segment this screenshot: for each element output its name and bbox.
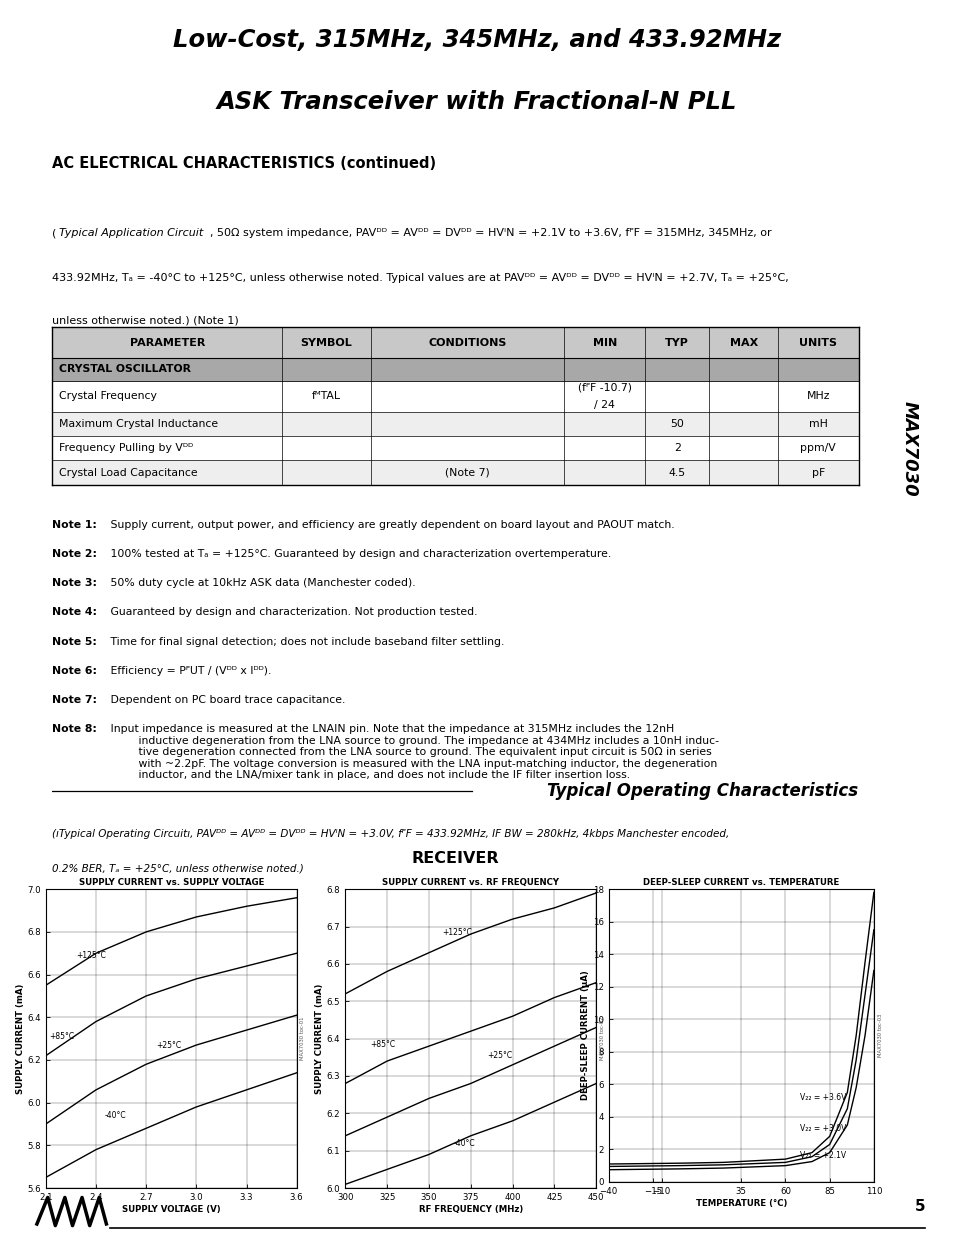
Text: 100% tested at Tₐ = +125°C. Guaranteed by design and characterization overtemper: 100% tested at Tₐ = +125°C. Guaranteed b… bbox=[107, 550, 611, 559]
Text: Frequency Pulling by Vᴰᴰ: Frequency Pulling by Vᴰᴰ bbox=[59, 443, 193, 453]
Text: 4.5: 4.5 bbox=[668, 468, 685, 478]
Text: CRYSTAL OSCILLATOR: CRYSTAL OSCILLATOR bbox=[59, 364, 191, 374]
Text: Input impedance is measured at the LNAIN pin. Note that the impedance at 315MHz : Input impedance is measured at the LNAIN… bbox=[107, 724, 719, 781]
Title: SUPPLY CURRENT vs. RF FREQUENCY: SUPPLY CURRENT vs. RF FREQUENCY bbox=[382, 878, 558, 887]
Y-axis label: DEEP-SLEEP CURRENT (μA): DEEP-SLEEP CURRENT (μA) bbox=[580, 971, 589, 1100]
Title: DEEP-SLEEP CURRENT vs. TEMPERATURE: DEEP-SLEEP CURRENT vs. TEMPERATURE bbox=[642, 878, 839, 887]
Bar bbox=[52, 327, 858, 358]
Text: Note 8:: Note 8: bbox=[52, 724, 97, 734]
Text: PARAMETER: PARAMETER bbox=[130, 337, 205, 347]
Text: , 50Ω system impedance, PAVᴰᴰ = AVᴰᴰ = DVᴰᴰ = HVᴵN = +2.1V to +3.6V, fᴾF = 315MH: , 50Ω system impedance, PAVᴰᴰ = AVᴰᴰ = D… bbox=[210, 228, 770, 238]
Bar bbox=[52, 411, 858, 436]
Text: CONDITIONS: CONDITIONS bbox=[428, 337, 506, 347]
Text: 2: 2 bbox=[673, 443, 679, 453]
Text: / 24: / 24 bbox=[594, 400, 615, 410]
Text: MAX7030 toc-02: MAX7030 toc-02 bbox=[599, 1016, 604, 1061]
Text: Note 1:: Note 1: bbox=[52, 520, 97, 530]
Text: Maximum Crystal Inductance: Maximum Crystal Inductance bbox=[59, 419, 218, 429]
Text: MAX7030 toc-01: MAX7030 toc-01 bbox=[300, 1016, 305, 1061]
Text: Note 3:: Note 3: bbox=[52, 578, 97, 588]
Text: 50: 50 bbox=[670, 419, 683, 429]
Text: Dependent on PC board trace capacitance.: Dependent on PC board trace capacitance. bbox=[107, 695, 345, 705]
Text: V₂₂ = +2.1V: V₂₂ = +2.1V bbox=[799, 1151, 845, 1160]
Text: Note 7:: Note 7: bbox=[52, 695, 97, 705]
Text: +25°C: +25°C bbox=[487, 1051, 512, 1060]
Text: MAX: MAX bbox=[729, 337, 757, 347]
X-axis label: RF FREQUENCY (MHz): RF FREQUENCY (MHz) bbox=[418, 1204, 522, 1214]
Text: (Note 7): (Note 7) bbox=[445, 468, 490, 478]
Text: Typical Operating Characteristics: Typical Operating Characteristics bbox=[547, 782, 858, 800]
Y-axis label: SUPPLY CURRENT (mA): SUPPLY CURRENT (mA) bbox=[314, 983, 324, 1094]
Text: Typical Application Circuit: Typical Application Circuit bbox=[59, 228, 203, 238]
Text: Crystal Frequency: Crystal Frequency bbox=[59, 391, 156, 401]
Text: +125°C: +125°C bbox=[76, 951, 106, 960]
Text: Low-Cost, 315MHz, 345MHz, and 433.92MHz: Low-Cost, 315MHz, 345MHz, and 433.92MHz bbox=[172, 27, 781, 52]
Text: pF: pF bbox=[811, 468, 824, 478]
Text: +85°C: +85°C bbox=[370, 1040, 395, 1049]
Text: V₂₂ = +3.0V: V₂₂ = +3.0V bbox=[799, 1124, 845, 1132]
Text: Note 5:: Note 5: bbox=[52, 636, 97, 646]
Title: SUPPLY CURRENT vs. SUPPLY VOLTAGE: SUPPLY CURRENT vs. SUPPLY VOLTAGE bbox=[78, 878, 264, 887]
Text: 50% duty cycle at 10kHz ASK data (Manchester coded).: 50% duty cycle at 10kHz ASK data (Manche… bbox=[107, 578, 416, 588]
Text: RECEIVER: RECEIVER bbox=[412, 851, 498, 866]
Text: 5: 5 bbox=[914, 1199, 924, 1214]
Bar bbox=[52, 461, 858, 485]
Text: Time for final signal detection; does not include baseband filter settling.: Time for final signal detection; does no… bbox=[107, 636, 504, 646]
Text: ppm/V: ppm/V bbox=[800, 443, 835, 453]
Text: V₂₂ = +3.6V: V₂₂ = +3.6V bbox=[799, 1093, 845, 1102]
Text: 0.2% BER, Tₐ = +25°C, unless otherwise noted.): 0.2% BER, Tₐ = +25°C, unless otherwise n… bbox=[52, 863, 304, 873]
Bar bbox=[52, 358, 858, 380]
Text: (ıTypical Operating Circuitı, PAVᴰᴰ = AVᴰᴰ = DVᴰᴰ = HVᴵN = +3.0V, fᴾF = 433.92MH: (ıTypical Operating Circuitı, PAVᴰᴰ = AV… bbox=[52, 830, 729, 840]
Text: SYMBOL: SYMBOL bbox=[300, 337, 352, 347]
Text: Note 4:: Note 4: bbox=[52, 608, 97, 618]
Text: MAX7030: MAX7030 bbox=[900, 401, 917, 496]
Text: ASK Transceiver with Fractional-N PLL: ASK Transceiver with Fractional-N PLL bbox=[216, 90, 737, 115]
Text: (: ( bbox=[52, 228, 57, 238]
X-axis label: TEMPERATURE (°C): TEMPERATURE (°C) bbox=[695, 1198, 786, 1208]
Text: mH: mH bbox=[808, 419, 827, 429]
Text: +25°C: +25°C bbox=[156, 1041, 181, 1050]
Text: -40°C: -40°C bbox=[454, 1139, 476, 1147]
Text: UNITS: UNITS bbox=[799, 337, 837, 347]
Text: 433.92MHz, Tₐ = -40°C to +125°C, unless otherwise noted. Typical values are at P: 433.92MHz, Tₐ = -40°C to +125°C, unless … bbox=[52, 273, 788, 283]
Text: AC ELECTRICAL CHARACTERISTICS (continued): AC ELECTRICAL CHARACTERISTICS (continued… bbox=[52, 156, 436, 170]
Text: MHz: MHz bbox=[805, 391, 829, 401]
Text: Note 2:: Note 2: bbox=[52, 550, 97, 559]
Text: unless otherwise noted.) (Note 1): unless otherwise noted.) (Note 1) bbox=[52, 315, 239, 325]
Text: (fᴾF -10.7): (fᴾF -10.7) bbox=[578, 383, 631, 393]
Text: Guaranteed by design and characterization. Not production tested.: Guaranteed by design and characterizatio… bbox=[107, 608, 477, 618]
X-axis label: SUPPLY VOLTAGE (V): SUPPLY VOLTAGE (V) bbox=[122, 1204, 220, 1214]
Text: Note 6:: Note 6: bbox=[52, 666, 97, 676]
Text: -40°C: -40°C bbox=[104, 1112, 126, 1120]
Text: MAX7030 toc-03: MAX7030 toc-03 bbox=[877, 1014, 882, 1057]
Text: Supply current, output power, and efficiency are greatly dependent on board layo: Supply current, output power, and effici… bbox=[107, 520, 674, 530]
Text: +125°C: +125°C bbox=[442, 927, 472, 936]
Text: +85°C: +85°C bbox=[50, 1032, 74, 1041]
Text: Efficiency = PᴾUT / (Vᴰᴰ x Iᴰᴰ).: Efficiency = PᴾUT / (Vᴰᴰ x Iᴰᴰ). bbox=[107, 666, 272, 676]
Y-axis label: SUPPLY CURRENT (mA): SUPPLY CURRENT (mA) bbox=[15, 983, 25, 1094]
Text: TYP: TYP bbox=[664, 337, 688, 347]
Text: fᴹTAL: fᴹTAL bbox=[312, 391, 340, 401]
Text: MIN: MIN bbox=[592, 337, 617, 347]
Text: Crystal Load Capacitance: Crystal Load Capacitance bbox=[59, 468, 197, 478]
